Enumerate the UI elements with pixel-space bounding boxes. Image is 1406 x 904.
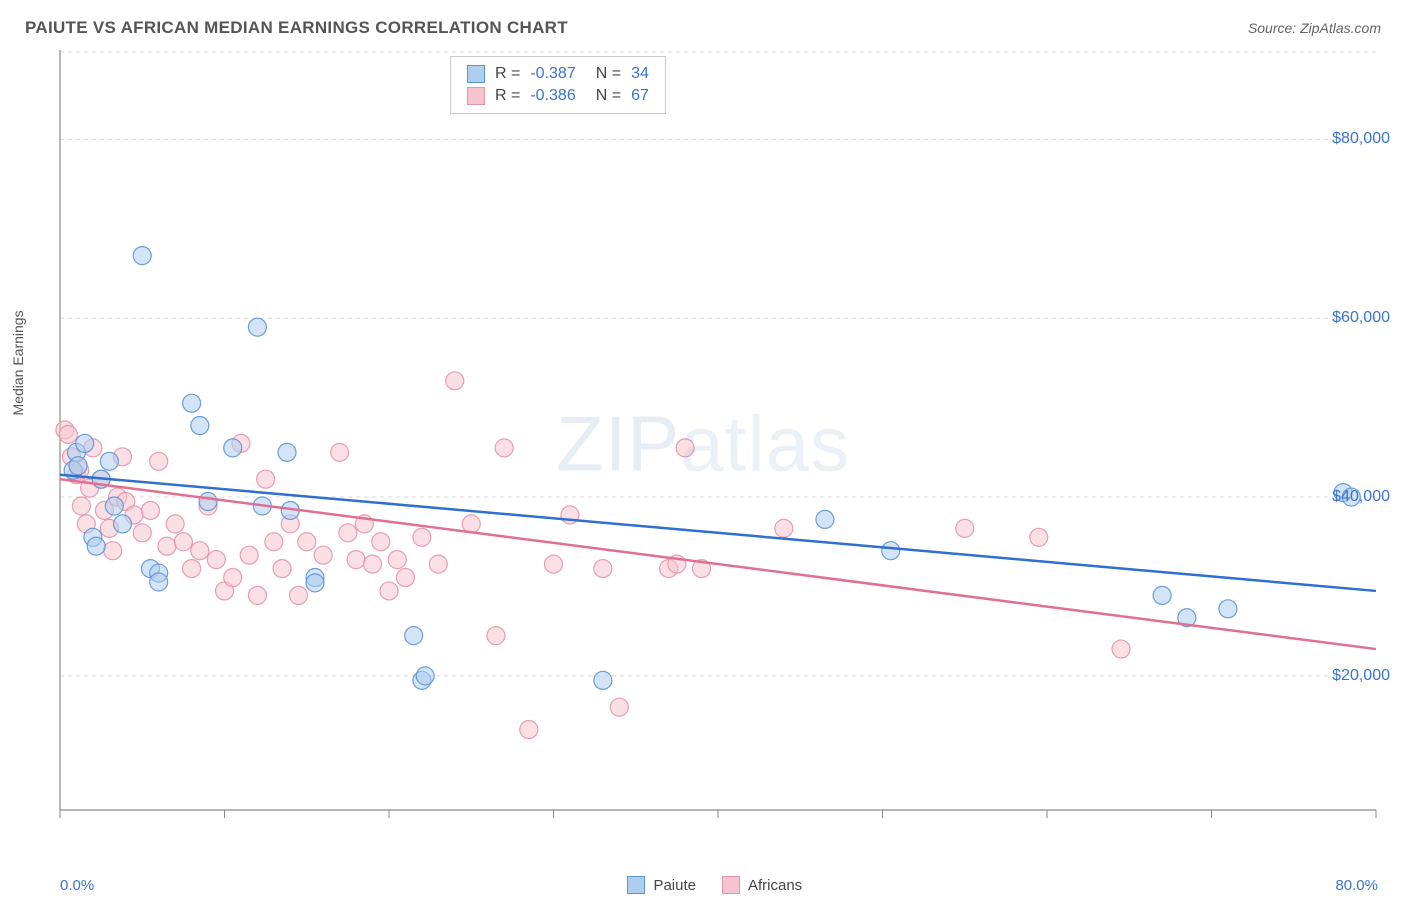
- x-axis-max: 80.0%: [1335, 877, 1378, 894]
- chart-title: PAIUTE VS AFRICAN MEDIAN EARNINGS CORREL…: [25, 18, 568, 38]
- stats-n-label: N =: [596, 65, 621, 83]
- y-tick-label: $60,000: [1332, 309, 1390, 327]
- stats-n-label: N =: [596, 87, 621, 105]
- chart-area: Median Earnings ZIPatlas R = -0.387 N = …: [10, 50, 1396, 870]
- bottom-legend: Paiute Africans: [627, 876, 802, 894]
- source-label: Source: ZipAtlas.com: [1248, 20, 1381, 36]
- legend-swatch-pink: [467, 87, 485, 105]
- legend-label-paiute: Paiute: [653, 877, 696, 894]
- stats-r2-value: -0.386: [530, 87, 575, 105]
- x-axis-bar: 0.0% Paiute Africans 80.0%: [10, 870, 1396, 894]
- stats-row-pink: R = -0.386 N = 67: [467, 85, 649, 107]
- y-tick-label: $80,000: [1332, 130, 1390, 148]
- scatter-plot: [10, 50, 1396, 820]
- stats-r1-value: -0.387: [530, 65, 575, 83]
- stats-n1-value: 34: [631, 65, 649, 83]
- legend-swatch-icon: [722, 876, 740, 894]
- stats-r-label: R =: [495, 87, 520, 105]
- stats-legend: R = -0.387 N = 34 R = -0.386 N = 67: [450, 56, 666, 114]
- legend-label-africans: Africans: [748, 877, 802, 894]
- stats-n2-value: 67: [631, 87, 649, 105]
- legend-item-africans: Africans: [722, 876, 802, 894]
- stats-r-label: R =: [495, 65, 520, 83]
- legend-swatch-icon: [627, 876, 645, 894]
- stats-row-blue: R = -0.387 N = 34: [467, 63, 649, 85]
- x-axis-min: 0.0%: [60, 877, 94, 894]
- y-tick-label: $40,000: [1332, 488, 1390, 506]
- y-tick-label: $20,000: [1332, 667, 1390, 685]
- y-axis-label: Median Earnings: [10, 310, 26, 415]
- chart-header: PAIUTE VS AFRICAN MEDIAN EARNINGS CORREL…: [10, 10, 1396, 50]
- legend-item-paiute: Paiute: [627, 876, 696, 894]
- legend-swatch-blue: [467, 65, 485, 83]
